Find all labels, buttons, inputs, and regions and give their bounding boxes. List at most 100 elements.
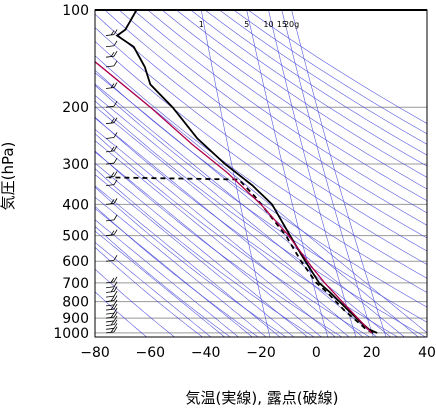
dry-adiabat-line [95, 205, 259, 337]
mixing-ratio-label: 15 [277, 20, 287, 29]
wind-barb-flag [110, 51, 115, 57]
wind-barb-staff [106, 300, 115, 302]
wind-barb [106, 281, 118, 289]
wind-barb [106, 286, 118, 293]
dry-adiabat-line [95, 55, 427, 293]
wind-barb-flag [113, 229, 118, 235]
wind-barb [106, 229, 118, 237]
wind-barb-staff [106, 202, 115, 205]
mixing-ratio-label: 5 [244, 20, 249, 29]
dry-adiabat-line [247, 10, 427, 124]
wind-barb-staff [106, 162, 115, 165]
wind-barb [106, 307, 118, 315]
wind-barb [106, 29, 118, 36]
moist-adiabat-line [95, 61, 427, 334]
wind-barb-flag [110, 118, 115, 124]
wind-barb-flag [110, 30, 115, 36]
wind-barb-staff [106, 184, 115, 187]
wind-barb-flag [113, 307, 118, 314]
moist-adiabat-line [95, 117, 364, 337]
wind-barb [106, 50, 118, 58]
wind-barb [106, 319, 118, 327]
wind-barb-flag [110, 277, 115, 283]
wind-barb [106, 132, 118, 139]
wind-barb-flag [110, 172, 115, 178]
mixing-ratio-line [291, 10, 387, 337]
dry-adiabat-line [104, 10, 427, 239]
wind-barb-flag [113, 281, 118, 287]
wind-barb-staff [106, 281, 115, 284]
wind-barb [106, 60, 118, 68]
wind-barb [106, 290, 118, 298]
moist-adiabat-line [95, 72, 419, 337]
wind-barb-staff [106, 137, 115, 139]
wind-barb-flag [113, 40, 118, 46]
wind-barb-staff [106, 150, 115, 153]
wind-barb-staff [106, 259, 115, 262]
sounding-series [95, 10, 378, 334]
wind-barb-flag [110, 199, 115, 205]
wind-barb-staff [106, 55, 115, 58]
wind-barb-flag [113, 117, 118, 123]
dry-adiabat-line [233, 10, 427, 135]
wind-barb-flag [113, 290, 118, 297]
wind-barb-staff [106, 65, 115, 68]
dry-adiabat-line [95, 246, 203, 337]
wind-barb [106, 323, 118, 330]
y-tick-label: 700 [62, 276, 89, 292]
wind-barb-staff [106, 105, 115, 108]
wind-barb-flag [110, 304, 115, 310]
wind-barb [106, 311, 118, 319]
dry-adiabat-line [95, 27, 427, 265]
dry-adiabat-line [147, 10, 427, 202]
wind-barb-staff [106, 308, 115, 311]
wind-barb-staff [106, 312, 115, 315]
y-tick-label: 200 [62, 100, 89, 116]
moist-adiabat-line [95, 174, 294, 337]
wind-barb-flag [113, 326, 118, 333]
dry-adiabat-line [95, 133, 370, 337]
wind-barbs [106, 29, 118, 334]
wind-barb-flag [113, 171, 118, 177]
x-axis-title: 気温(実線), 露点(破線) [186, 389, 339, 407]
wind-barb-flag [113, 311, 118, 318]
moist-adiabat-line [95, 241, 211, 337]
y-tick-label: 300 [62, 157, 89, 173]
temperature-line [115, 10, 378, 334]
wind-barb-staff [106, 295, 115, 298]
y-tick-label: 100 [62, 3, 89, 19]
wind-barb [106, 82, 118, 89]
dry-adiabat-line [161, 10, 427, 190]
dry-adiabat-line [95, 116, 398, 337]
wind-barb [106, 276, 118, 284]
wind-barb-flag [113, 60, 118, 67]
x-tick-label: 0 [312, 345, 321, 361]
x-tick-labels: −80 −60 −40 −20 0 20 40 [80, 345, 436, 361]
wind-barb-flag [113, 198, 118, 204]
y-tick-label: 500 [62, 229, 89, 245]
dry-adiabat-line [95, 40, 427, 279]
y-axis-title: 気圧(hPa) [0, 142, 17, 211]
wind-barb-staff [106, 87, 115, 89]
moist-adiabat-line [95, 140, 336, 337]
wind-barb-flag [113, 132, 118, 138]
dry-adiabat-line [95, 268, 175, 337]
wind-barb [106, 214, 118, 222]
wind-barb-staff [106, 291, 115, 293]
wind-barb-flag [113, 319, 118, 325]
wind-barb-staff [106, 122, 115, 125]
y-tick-label: 400 [62, 197, 89, 213]
wind-barb-staff [106, 327, 115, 330]
wind-barb-flag [113, 100, 118, 107]
wind-barb-flag [113, 286, 118, 292]
wind-barb [106, 100, 118, 108]
wind-barb [106, 145, 118, 153]
y-tick-label: 800 [62, 295, 89, 311]
adiabat-guide-lines [95, 10, 427, 337]
dry-adiabat-line [204, 10, 427, 156]
wind-barb-staff [106, 320, 115, 323]
wind-barb [106, 295, 118, 302]
